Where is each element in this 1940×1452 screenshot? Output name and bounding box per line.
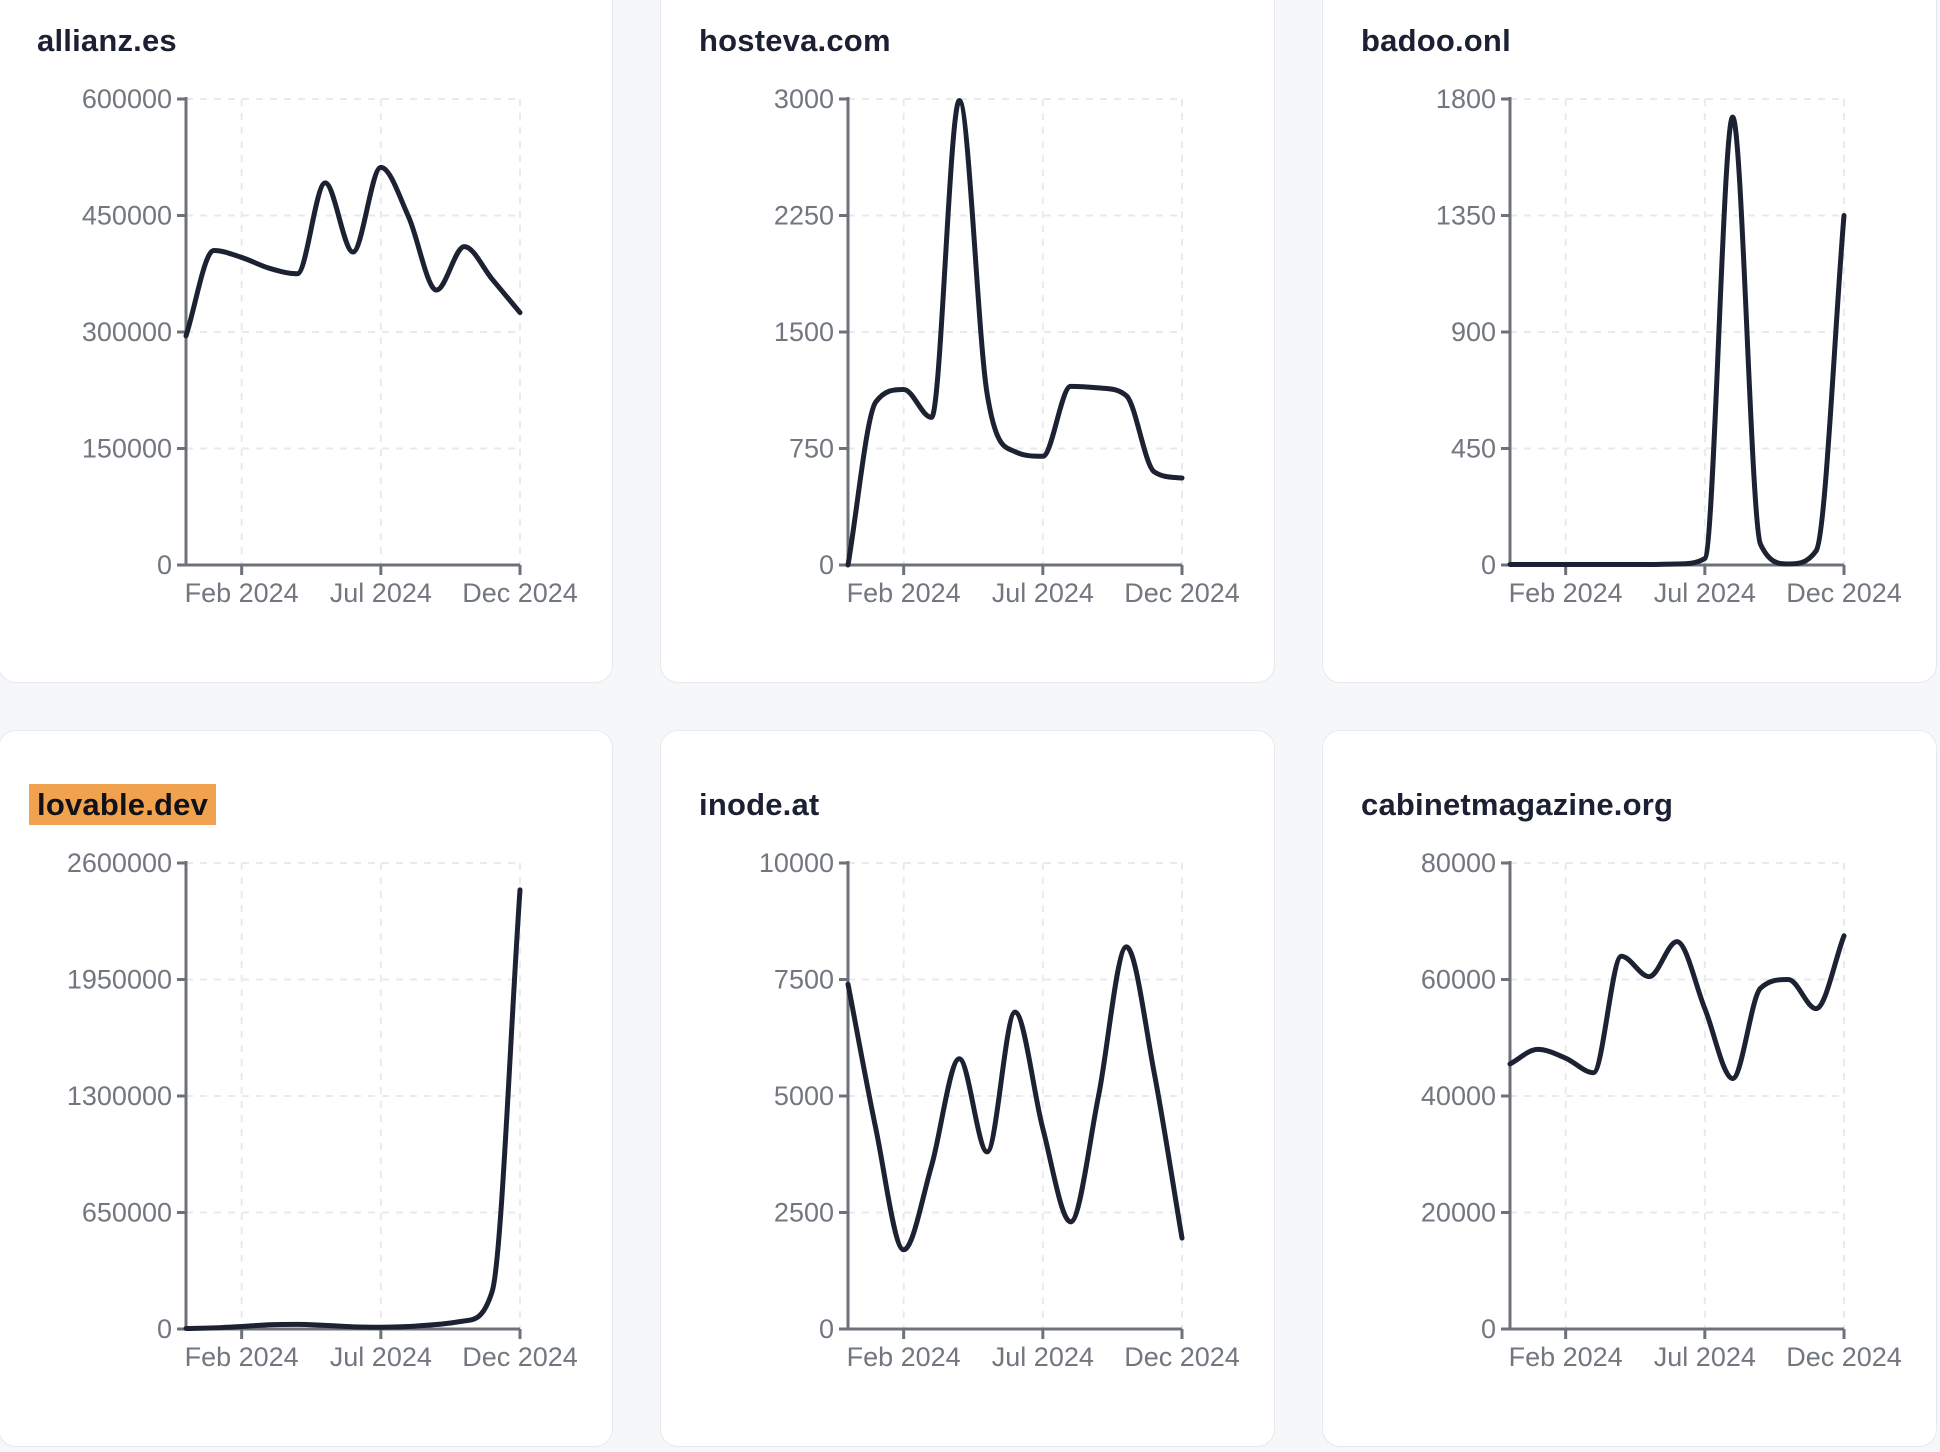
y-tick-label: 300000 — [82, 317, 172, 347]
card-title: inode.at — [699, 787, 1274, 823]
y-tick-label: 0 — [819, 1314, 834, 1344]
y-tick-label: 600000 — [82, 84, 172, 114]
y-tick-label: 2500 — [774, 1198, 834, 1228]
chart-card-cabinetmagazine: cabinetmagazine.org 0 20000 40000 60000 8000… — [1322, 730, 1937, 1447]
card-title: lovable.dev — [29, 784, 612, 825]
series-line — [183, 887, 523, 1331]
y-tick-label: 1350 — [1436, 201, 1496, 231]
chart-title: cabinetmagazine.org — [1361, 787, 1674, 822]
y-tick-label: 5000 — [774, 1081, 834, 1111]
x-tick-label: Feb 2024 — [185, 1342, 299, 1372]
chart-card-lovable: lovable.dev 0 650000 1300000 1950000 2600000… — [0, 730, 613, 1447]
x-tick-label: Feb 2024 — [847, 1342, 961, 1372]
y-tick-label: 0 — [157, 550, 172, 580]
series-line — [1507, 114, 1847, 567]
x-tick-label: Jul 2024 — [330, 1342, 432, 1372]
y-tick-label: 10000 — [759, 848, 834, 878]
y-tick-label: 80000 — [1421, 848, 1496, 878]
chart-card-hosteva: hosteva.com 0 750 1500 2250 3000 Feb 2024 Jul … — [660, 0, 1275, 683]
x-tick-label: Dec 2024 — [1786, 1342, 1902, 1372]
y-tick-label: 650000 — [82, 1198, 172, 1228]
x-tick-label: Feb 2024 — [185, 578, 299, 608]
y-tick-label: 450000 — [82, 201, 172, 231]
y-tick-label: 1950000 — [67, 965, 172, 995]
y-tick-label: 40000 — [1421, 1081, 1496, 1111]
chart-card-allianz: allianz.es 0 150000 300000 450000 600000 Feb … — [0, 0, 613, 683]
line-chart: 0 750 1500 2250 3000 Feb 2024 Jul 2024 Dec 2024 — [774, 84, 1240, 608]
line-chart: 0 150000 300000 450000 600000 Feb 2024 Jul 202… — [82, 84, 578, 608]
x-tick-label: Jul 2024 — [1654, 1342, 1756, 1372]
y-tick-label: 0 — [1481, 550, 1496, 580]
x-tick-label: Dec 2024 — [1124, 1342, 1240, 1372]
y-tick-label: 150000 — [82, 434, 172, 464]
chart-card-badoo: badoo.onl 0 450 900 1350 1800 Feb 2024 Jul 202… — [1322, 0, 1937, 683]
y-tick-label: 0 — [157, 1314, 172, 1344]
line-chart: 0 450 900 1350 1800 Feb 2024 Jul 2024 Dec 2024 — [1436, 84, 1902, 608]
chart-title: badoo.onl — [1361, 23, 1511, 58]
y-tick-label: 20000 — [1421, 1198, 1496, 1228]
x-tick-label: Feb 2024 — [1509, 1342, 1623, 1372]
y-tick-label: 1500 — [774, 317, 834, 347]
series-line — [845, 98, 1185, 568]
card-title: cabinetmagazine.org — [1361, 787, 1936, 823]
series-line — [845, 944, 1185, 1253]
y-tick-label: 60000 — [1421, 965, 1496, 995]
y-tick-label: 2600000 — [67, 848, 172, 878]
x-tick-label: Jul 2024 — [992, 1342, 1094, 1372]
x-tick-label: Jul 2024 — [330, 578, 432, 608]
x-tick-label: Feb 2024 — [847, 578, 961, 608]
y-tick-label: 7500 — [774, 965, 834, 995]
y-tick-label: 2250 — [774, 201, 834, 231]
y-tick-label: 0 — [1481, 1314, 1496, 1344]
series-line — [183, 164, 523, 339]
x-tick-label: Dec 2024 — [1124, 578, 1240, 608]
y-tick-label: 900 — [1451, 317, 1496, 347]
x-tick-label: Jul 2024 — [1654, 578, 1756, 608]
y-tick-label: 750 — [789, 434, 834, 464]
chart-title: lovable.dev — [29, 784, 217, 825]
chart-card-inode: inode.at 0 2500 5000 7500 10000 Feb 2024 Jul 2… — [660, 730, 1275, 1447]
series-line — [1507, 933, 1847, 1082]
chart-title: allianz.es — [37, 23, 177, 58]
x-tick-label: Feb 2024 — [1509, 578, 1623, 608]
x-tick-label: Dec 2024 — [462, 578, 578, 608]
line-chart: 0 2500 5000 7500 10000 Feb 2024 Jul 2024 Dec 20… — [759, 848, 1240, 1372]
card-title: allianz.es — [37, 23, 612, 59]
x-tick-label: Dec 2024 — [1786, 578, 1902, 608]
card-title: hosteva.com — [699, 23, 1274, 59]
chart-title: hosteva.com — [699, 23, 891, 58]
card-title: badoo.onl — [1361, 23, 1936, 59]
x-tick-label: Jul 2024 — [992, 578, 1094, 608]
y-tick-label: 0 — [819, 550, 834, 580]
chart-title: inode.at — [699, 787, 820, 822]
y-tick-label: 1300000 — [67, 1081, 172, 1111]
y-tick-label: 1800 — [1436, 84, 1496, 114]
x-tick-label: Dec 2024 — [462, 1342, 578, 1372]
line-chart: 0 20000 40000 60000 80000 Feb 2024 Jul 2024 Dec… — [1421, 848, 1902, 1372]
y-tick-label: 3000 — [774, 84, 834, 114]
line-chart: 0 650000 1300000 1950000 2600000 Feb 2024 Jul … — [67, 848, 578, 1372]
y-tick-label: 450 — [1451, 434, 1496, 464]
